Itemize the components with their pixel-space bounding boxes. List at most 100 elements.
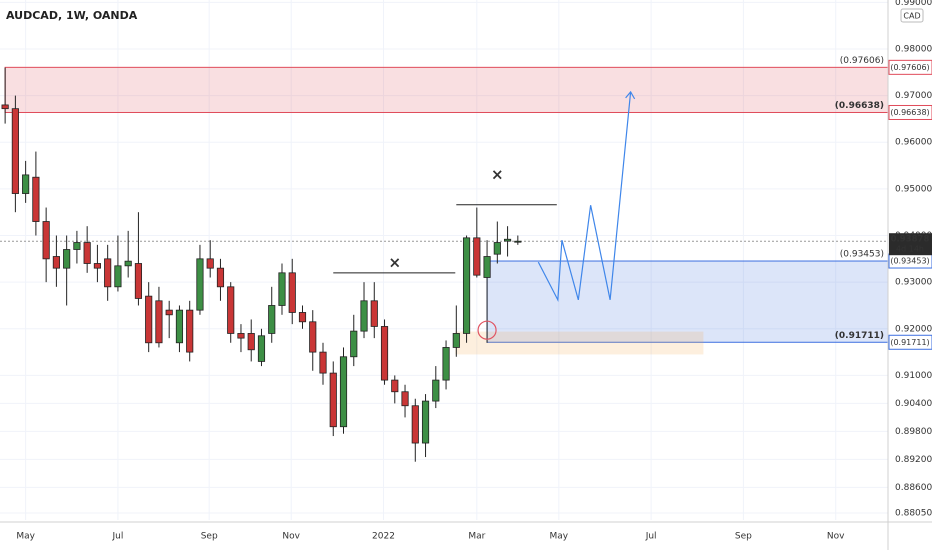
x-tick-label: Jul [111, 532, 123, 542]
candle-body [268, 305, 276, 334]
y-tick-label: 0.93000 [895, 278, 932, 288]
plot: (0.97606) (0.96638) (0.93453) (0.91711) × × [0, 56, 889, 462]
axis-price-tag-label: (0.96638) [890, 108, 929, 117]
currency-label: CAD [903, 12, 920, 21]
candle-body [32, 176, 40, 222]
candle-body [432, 379, 440, 402]
candle-body [216, 267, 225, 288]
candle-body [288, 272, 296, 313]
candle-body [165, 309, 173, 316]
candle-body [391, 379, 399, 393]
candle-body [52, 256, 60, 269]
projection-path [537, 91, 632, 303]
candle-body [483, 256, 491, 278]
zone-label: (0.96638) [835, 101, 884, 111]
zone-label: (0.93453) [840, 250, 884, 260]
candle-body [319, 351, 327, 374]
y-tick-label: 0.92000 [895, 324, 932, 334]
candle-body [339, 356, 348, 428]
candle-body [11, 108, 19, 194]
candle-body [93, 263, 101, 269]
candle-body [298, 312, 307, 323]
candle-body [104, 258, 112, 288]
candle-body [42, 221, 50, 260]
candle-body [175, 309, 184, 344]
axis-price-tag-label: (0.91711) [890, 338, 929, 347]
y-tick-label: 0.89800 [895, 427, 932, 437]
axis-price-tag [888, 59, 932, 75]
currency-box [900, 8, 924, 23]
candle-body [63, 249, 71, 269]
candle-body [514, 240, 522, 243]
zone [4, 66, 889, 113]
candle-body [401, 391, 409, 407]
zone [486, 260, 889, 343]
candle-body [329, 372, 337, 428]
candle-body [114, 265, 122, 288]
x-tick-label: Sep [201, 532, 218, 542]
candle-body [360, 300, 368, 332]
candle-body [493, 242, 501, 255]
x-tick-label: Nov [282, 532, 300, 542]
x-tick-label: Jul [645, 532, 657, 542]
y-tick-label: 0.95000 [895, 184, 932, 194]
y-tick-label: 0.90400 [895, 399, 932, 409]
highlight-circle [477, 320, 497, 340]
candle-body [421, 400, 430, 444]
candle-body [22, 174, 30, 194]
candle-body [134, 263, 143, 299]
candle-body [145, 295, 153, 344]
candle-body [411, 405, 419, 444]
axis-price-tag-label: (0.97606) [890, 63, 929, 72]
candle-body [186, 309, 194, 353]
x-tick-label: Nov [827, 532, 845, 542]
zone [455, 331, 704, 355]
y-tick-label: 0.99000 [895, 0, 932, 8]
candle-body [257, 335, 266, 362]
x-tick-label: Sep [735, 532, 752, 542]
cross-marker: × [388, 254, 401, 272]
candle-body [278, 272, 286, 306]
candle-body [462, 237, 471, 334]
y-tick-label: 0.88050 [895, 509, 932, 519]
countdown-label: 4d 14h [896, 245, 924, 254]
candle-body [206, 258, 214, 269]
last-price-label: 0.93878 [891, 235, 930, 245]
chart-title: AUDCAD, 1W, OANDA [6, 9, 138, 22]
candle-body [380, 326, 389, 381]
candle-body [442, 347, 450, 381]
cross-marker: × [491, 165, 504, 183]
y-tick-label: 0.96000 [895, 138, 932, 148]
candle-body [1, 104, 9, 110]
candle-body [124, 260, 132, 267]
x-tick-label: May [16, 532, 35, 542]
candle-body [503, 238, 512, 242]
candle-body [309, 321, 317, 353]
axis-price-tag [888, 334, 932, 350]
candle-body [73, 242, 81, 250]
candle-body [452, 333, 460, 348]
candle-body [196, 258, 204, 311]
y-tick-label: 0.91000 [895, 371, 932, 381]
zone-label: (0.91711) [835, 331, 884, 341]
y-tick-label: 0.98000 [895, 44, 932, 54]
y-tick-label: 0.89200 [895, 455, 932, 465]
y-tick-label: 0.97000 [895, 91, 932, 101]
x-tick-label: Mar [468, 532, 485, 542]
candle-body [237, 333, 245, 339]
candle-body [227, 286, 235, 334]
x-tick-label: May [550, 532, 569, 542]
candle-body [247, 333, 255, 351]
x-tick-label: 2022 [372, 532, 395, 542]
projection-arrowhead [625, 90, 636, 100]
axis-price-tag-label: (0.93453) [890, 257, 929, 266]
y-tick-label: 0.88600 [895, 483, 932, 493]
last-price-tag [889, 233, 932, 256]
candle-body [83, 242, 91, 264]
candle-body [473, 237, 481, 276]
candle-body [155, 300, 163, 344]
candle-body [370, 300, 378, 327]
axis-price-tag [888, 104, 932, 120]
zone-label: (0.97606) [840, 56, 884, 66]
